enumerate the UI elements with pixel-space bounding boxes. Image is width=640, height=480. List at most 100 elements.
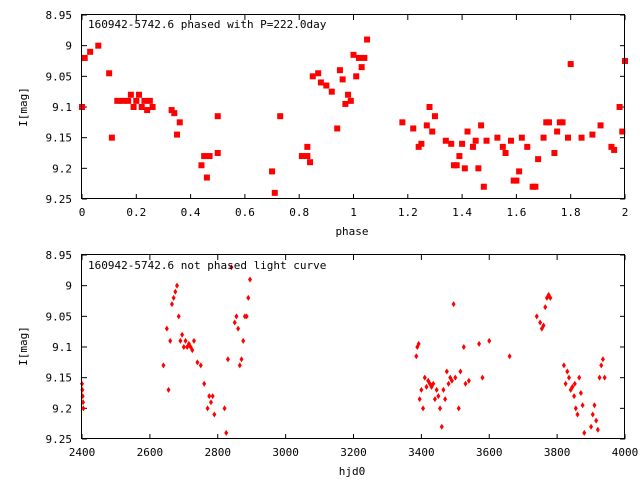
- unphased-x-tick-label: 4000: [612, 446, 639, 459]
- unphased-x-tick-label: 3600: [476, 446, 503, 459]
- phased-data-point: [399, 119, 406, 126]
- phased-data-point: [269, 168, 276, 175]
- phased-data-point: [597, 122, 604, 129]
- phased-data-point: [358, 64, 365, 71]
- phased-data-point: [494, 134, 501, 141]
- phased-x-tick-label: 2: [622, 206, 629, 219]
- phased-data-point: [81, 54, 88, 61]
- unphased-y-tick-label: 8.95: [46, 249, 73, 262]
- unphased-data-point: [198, 362, 203, 369]
- unphased-x-tick-label: 3800: [544, 446, 571, 459]
- phased-data-point: [201, 153, 208, 160]
- phased-x-tick-label: 0.8: [289, 206, 309, 219]
- unphased-data-point: [597, 374, 602, 381]
- phased-data-point: [545, 119, 552, 126]
- phased-data-point: [361, 54, 368, 61]
- unphased-data-point: [212, 411, 217, 418]
- unphased-data-point: [176, 313, 181, 320]
- phased-data-point: [472, 137, 479, 144]
- unphased-x-tick-label: 3200: [340, 446, 367, 459]
- phased-data-point: [355, 54, 362, 61]
- unphased-data-point: [589, 423, 594, 430]
- unphased-data-point: [183, 337, 188, 344]
- unphased-data-point: [432, 396, 437, 403]
- phased-data-point: [198, 162, 205, 169]
- phased-data-point: [323, 82, 330, 89]
- phased-data-point: [149, 104, 156, 110]
- unphased-data-point: [458, 368, 463, 375]
- phased-data-point: [317, 79, 324, 86]
- unphased-data-point: [567, 374, 572, 381]
- phased-data-point: [483, 137, 490, 144]
- phased-y-tick-label: 9.1: [52, 101, 72, 114]
- unphased-data-point: [236, 325, 241, 332]
- unphased-data-point: [208, 399, 213, 406]
- phased-data-point: [475, 165, 482, 172]
- unphased-data-point: [424, 383, 429, 390]
- phased-data-point: [309, 73, 316, 80]
- unphased-data-point: [599, 362, 604, 369]
- phased-data-point: [611, 146, 618, 153]
- unphased-data-point: [431, 380, 436, 387]
- phased-data-point: [119, 97, 126, 104]
- unphased-data-point: [480, 374, 485, 381]
- phased-data-point: [524, 143, 531, 150]
- unphased-data-point: [466, 377, 471, 384]
- phased-y-tick-label: 9.15: [46, 132, 73, 145]
- phased-y-axis-label: I[mag]: [17, 87, 30, 127]
- unphased-data-point: [595, 426, 600, 433]
- unphased-data-point: [166, 386, 171, 393]
- unphased-data-point: [237, 362, 242, 369]
- unphased-data-point: [417, 396, 422, 403]
- phased-data-point: [176, 119, 183, 126]
- unphased-data-point: [590, 411, 595, 418]
- unphased-data-point: [205, 405, 210, 412]
- phased-y-tick-label: 9.05: [46, 70, 73, 83]
- unphased-data-point: [444, 368, 449, 375]
- unphased-data-point: [577, 374, 582, 381]
- unphased-data-point: [191, 337, 196, 344]
- phased-data-point: [174, 131, 181, 138]
- phased-data-point: [328, 88, 335, 95]
- unphased-data-point: [602, 374, 607, 381]
- phased-data-point: [364, 36, 371, 43]
- unphased-data-point: [222, 405, 227, 412]
- unphased-data-point: [414, 353, 419, 360]
- phased-x-tick-label: 1.4: [452, 206, 472, 219]
- unphased-data-point: [180, 331, 185, 338]
- phased-x-axis-label: phase: [335, 225, 368, 238]
- unphased-data-point: [246, 294, 251, 301]
- unphased-data-point: [241, 337, 246, 344]
- unphased-data-point: [461, 344, 466, 350]
- phased-data-point: [564, 134, 571, 141]
- unphased-y-tick-label: 9.15: [46, 372, 73, 385]
- unphased-data-point: [453, 374, 458, 381]
- phased-y-tick-label: 9.25: [46, 193, 73, 206]
- phased-x-tick-label: 1: [350, 206, 357, 219]
- phased-data-point: [540, 134, 547, 141]
- phased-data-point: [429, 128, 436, 135]
- unphased-data-point: [169, 301, 174, 308]
- unphased-data-point: [207, 393, 212, 400]
- phased-axis-ticks: [81, 14, 626, 200]
- phased-data-point: [342, 100, 349, 107]
- phased-data-point: [271, 189, 278, 196]
- phased-data-point: [141, 97, 148, 104]
- phased-data-point: [442, 137, 449, 144]
- unphased-data-point: [175, 282, 180, 289]
- unphased-y-tick-label: 9: [65, 280, 72, 293]
- phased-data-point: [168, 107, 175, 114]
- phased-data-point: [133, 97, 140, 104]
- unphased-data-point: [449, 377, 454, 384]
- phased-data-point: [206, 153, 213, 160]
- unphased-chart-title: 160942-5742.6 not phased light curve: [88, 259, 326, 272]
- unphased-data-point: [171, 294, 176, 301]
- phased-data-point: [203, 174, 210, 181]
- phased-data-point: [567, 61, 574, 68]
- phased-data-point: [448, 140, 455, 147]
- unphased-data-point: [594, 417, 599, 424]
- phased-data-point: [336, 67, 343, 74]
- unphased-data-point: [463, 380, 468, 387]
- unphased-x-axis-label: hjd0: [339, 465, 366, 478]
